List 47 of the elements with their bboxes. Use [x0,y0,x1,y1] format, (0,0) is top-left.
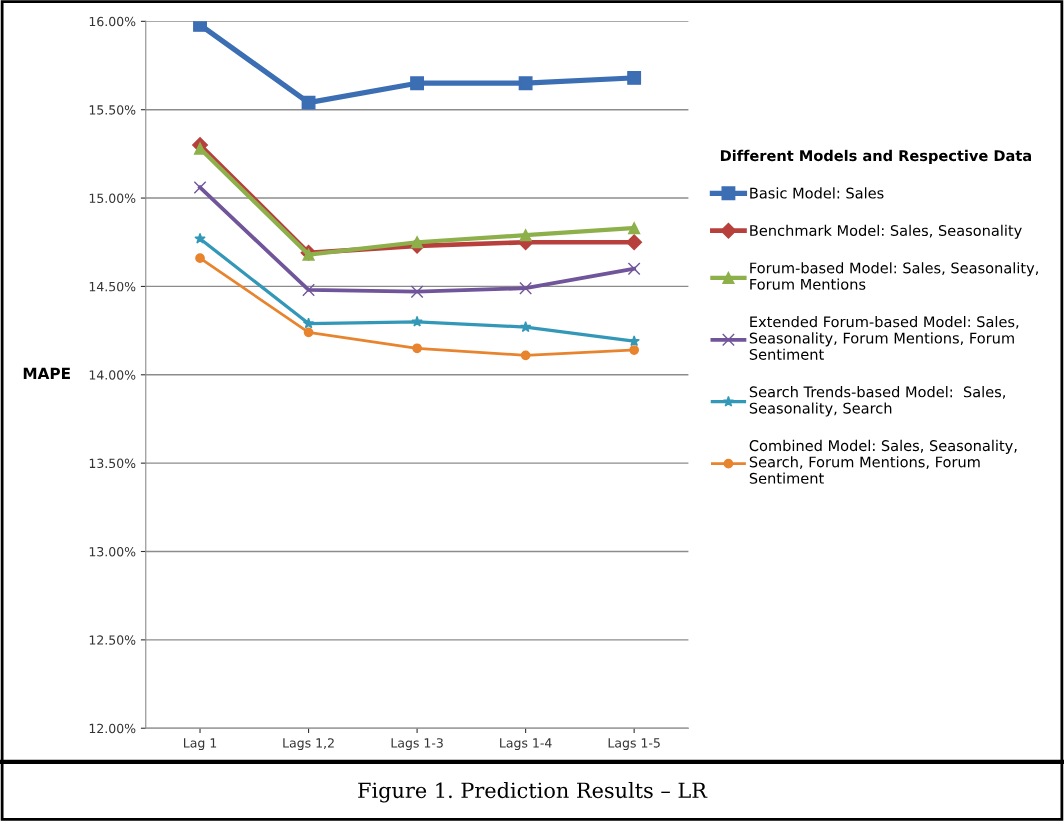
legend-label: Basic Model: Sales [750,187,884,199]
point [627,70,642,85]
point [194,232,206,244]
x-tick-label: Lags 1-4 [500,738,552,751]
point [195,253,205,264]
point [628,221,641,235]
point [303,327,314,338]
point [302,248,315,261]
point [412,343,422,354]
caption: Figure 1. Prediction Results – LR [358,782,708,803]
point [410,76,425,91]
legend-label: Search Trends-based Model: Sales, Seasonality, Search [749,386,1005,417]
legend-label: Extended Forum-based Model: Sales, Seasonality, Forum Mentions, Forum Sentiment [749,315,1019,360]
x-tick-label: Lag 1 [184,738,217,751]
legend-label: Benchmark Model: Sales, Seasonality [750,224,1022,239]
y-tick-label: 13.50% [89,458,136,469]
point [519,321,532,333]
point [410,236,424,249]
point [302,283,315,297]
legend-title: Different Models and Respective Data [720,149,1031,164]
point [410,285,424,299]
y-tick-label: 13.00% [89,546,136,557]
y-tick-label: 14.50% [89,281,136,292]
x-tick-label: Lags 1-5 [608,738,660,751]
x-tick-label: Lags 1-3 [391,738,443,751]
point [629,345,640,355]
x-tick-label: Lags 1,2 [283,738,334,751]
point [302,317,315,329]
legend-label: Combined Model: Sales, Seasonality, Search, Forum Mentions, Forum Sentiment [749,439,1017,484]
point [518,76,533,91]
point [626,234,643,251]
y-tick-label: 12.50% [89,635,136,645]
y-tick-label: 16.00% [89,16,136,27]
point [627,262,641,276]
point [520,350,531,361]
legend-label: Forum-based Model: Sales, Seasonality, Forum Mentions [750,262,1038,290]
point [193,21,207,32]
y-axis-title: MAPE [23,367,70,379]
point [519,229,532,242]
point [411,315,423,327]
point [301,95,316,110]
y-tick-label: 15.50% [89,105,136,115]
y-tick-label: 14.00% [89,370,136,380]
point [193,181,207,194]
y-tick-label: 15.00% [89,193,136,203]
point [519,281,533,295]
y-tick-label: 12.00% [89,723,136,734]
